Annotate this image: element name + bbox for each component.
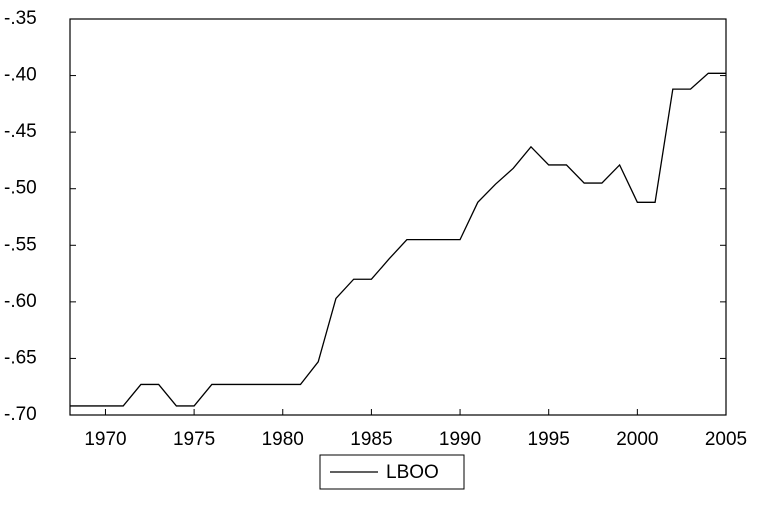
y-tick-label: -.40 (4, 65, 37, 86)
y-tick-label: -.55 (4, 234, 37, 255)
x-tick-label: 1995 (528, 429, 570, 450)
x-tick-label: 1985 (350, 429, 392, 450)
y-tick-label: -.65 (4, 347, 37, 368)
x-tick-label: 1975 (173, 429, 215, 450)
legend-box (319, 454, 465, 490)
x-tick-label: 1970 (84, 429, 126, 450)
x-tick-label: 2005 (705, 429, 747, 450)
legend-label: LBOO (386, 462, 439, 483)
x-tick-label: 1990 (439, 429, 481, 450)
x-tick-label: 2000 (616, 429, 658, 450)
y-tick-label: -.60 (4, 291, 37, 312)
x-tick-label: 1980 (262, 429, 304, 450)
y-tick-label: -.70 (4, 404, 37, 425)
y-tick-label: -.35 (4, 8, 37, 29)
y-tick-label: -.50 (4, 178, 37, 199)
y-tick-label: -.45 (4, 121, 37, 142)
data-line (70, 72, 726, 407)
plot-frame (69, 18, 727, 416)
